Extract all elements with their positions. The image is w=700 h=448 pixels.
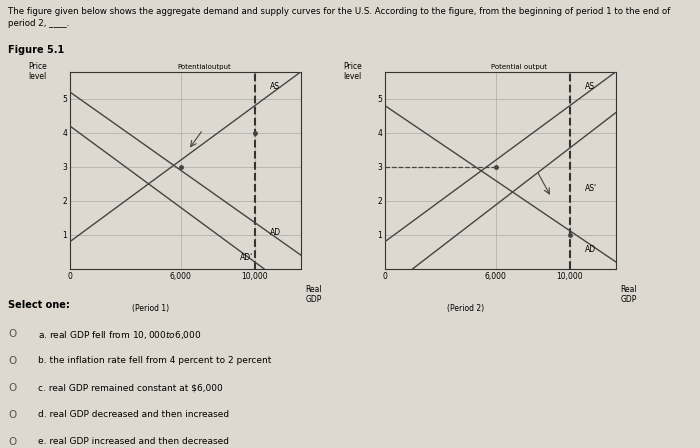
Text: Potentialoutput: Potentialoutput <box>177 64 231 70</box>
Text: AD: AD <box>584 245 596 254</box>
Text: O: O <box>8 437 17 447</box>
Text: The figure given below shows the aggregate demand and supply curves for the U.S.: The figure given below shows the aggrega… <box>8 7 671 16</box>
Text: e. real GDP increased and then decreased: e. real GDP increased and then decreased <box>38 437 230 446</box>
Text: Price
level: Price level <box>29 62 47 81</box>
Text: c. real GDP remained constant at $6,000: c. real GDP remained constant at $6,000 <box>38 383 223 392</box>
Text: period 2, ____.: period 2, ____. <box>8 19 70 28</box>
Text: d. real GDP decreased and then increased: d. real GDP decreased and then increased <box>38 410 230 419</box>
Text: (Period 1): (Period 1) <box>132 304 169 313</box>
Text: Figure 5.1: Figure 5.1 <box>8 45 64 55</box>
Text: AS': AS' <box>584 184 596 193</box>
Text: Real
GDP: Real GDP <box>306 284 322 304</box>
Text: Price
level: Price level <box>344 62 362 81</box>
Text: O: O <box>8 356 17 366</box>
Text: Potential output: Potential output <box>491 64 547 70</box>
Text: AS: AS <box>270 82 279 90</box>
Text: AD': AD' <box>240 253 253 262</box>
Text: Real
GDP: Real GDP <box>621 284 637 304</box>
Text: O: O <box>8 329 17 339</box>
Text: AD: AD <box>270 228 281 237</box>
Text: (Period 2): (Period 2) <box>447 304 484 313</box>
Text: Select one:: Select one: <box>8 300 70 310</box>
Text: b. the inflation rate fell from 4 percent to 2 percent: b. the inflation rate fell from 4 percen… <box>38 356 272 365</box>
Text: a. real GDP fell from $10,000 to $6,000: a. real GDP fell from $10,000 to $6,000 <box>38 329 202 341</box>
Text: O: O <box>8 383 17 393</box>
Text: O: O <box>8 410 17 420</box>
Text: AS: AS <box>584 82 594 90</box>
